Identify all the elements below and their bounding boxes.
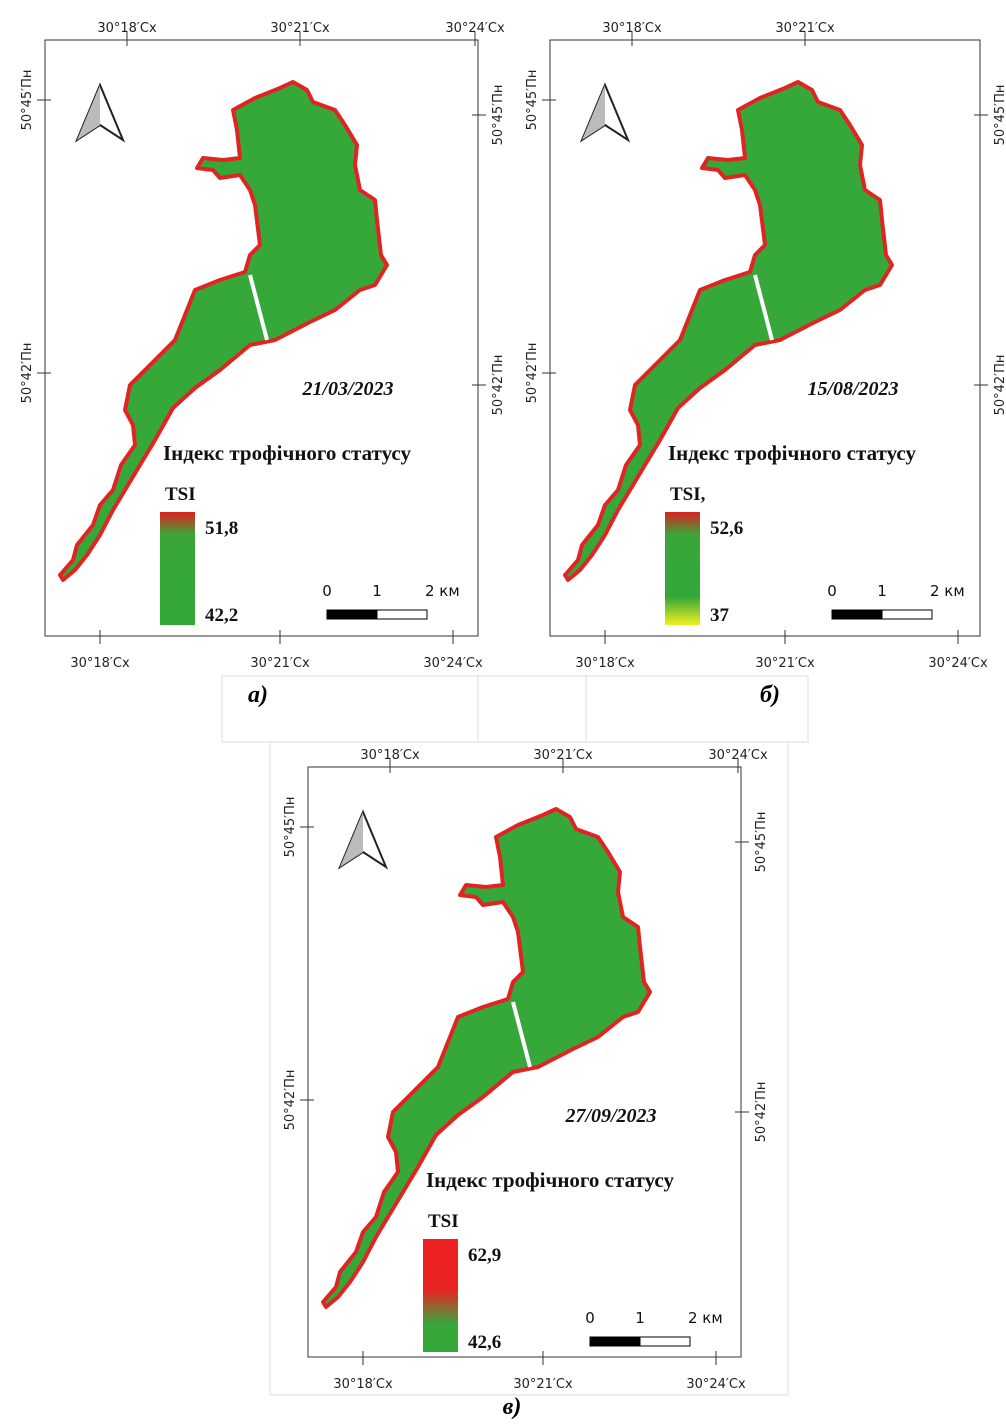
- legend-title: Індекс трофічного статусу: [426, 1168, 674, 1192]
- lat-label: 50°45′Пн: [283, 797, 298, 858]
- legend-max: 51,8: [205, 518, 238, 539]
- date: 15/08/2023: [807, 378, 898, 400]
- scale-bar-white: [640, 1337, 690, 1346]
- scale-bar-black: [327, 610, 377, 619]
- lon-label: 30°24′Сх: [928, 656, 988, 671]
- scale-bar-white: [377, 610, 427, 619]
- caption: а): [248, 682, 268, 708]
- lon-label: 30°18′Сх: [360, 748, 420, 763]
- lat-label: 50°45′Пн: [491, 85, 506, 146]
- lon-label: 30°24′Сх: [445, 21, 505, 36]
- legend-min: 37: [710, 605, 730, 626]
- map-panel: 30°18′Сх 30°21′Сх 30°24′Сх 30°18′Сх 30°21′Сх…: [20, 21, 506, 671]
- lon-label: 30°24′Сх: [423, 656, 483, 671]
- lon-label: 30°21′Сх: [533, 748, 593, 763]
- lon-label: 30°21′Сх: [755, 656, 815, 671]
- legend-ramp: [665, 512, 700, 625]
- date: 21/03/2023: [301, 378, 393, 400]
- lon-label: 30°21′Сх: [270, 21, 330, 36]
- legend-unit: TSI: [428, 1211, 459, 1232]
- legend-unit: TSI: [165, 484, 196, 505]
- lon-label: 30°21′Сх: [250, 656, 310, 671]
- legend-max: 52,6: [710, 518, 743, 539]
- legend-ramp: [160, 512, 195, 625]
- legend-min: 42,6: [468, 1332, 501, 1353]
- legend-ramp: [423, 1239, 458, 1352]
- lat-label: 50°45′Пн: [993, 85, 1006, 146]
- lon-label: 30°21′Сх: [513, 1377, 573, 1392]
- scale-label: 0: [827, 582, 837, 600]
- lon-label: 30°18′Сх: [602, 21, 662, 36]
- panel-border: [478, 676, 808, 742]
- lon-label: 30°18′Сх: [333, 1377, 393, 1392]
- page: 30°18′Сх 30°21′Сх 30°24′Сх 30°18′Сх 30°21′Сх…: [0, 0, 1006, 1426]
- legend-max: 62,9: [468, 1245, 501, 1266]
- caption: в): [503, 1394, 522, 1420]
- lat-label: 50°42′Пн: [525, 343, 540, 404]
- scale-label: 2 км: [930, 582, 965, 600]
- lat-label: 50°42′Пн: [491, 355, 506, 416]
- scale-label: 0: [585, 1309, 595, 1327]
- legend-title: Індекс трофічного статусу: [668, 441, 916, 465]
- scale-label: 1: [877, 582, 887, 600]
- scale-label: 2 км: [688, 1309, 723, 1327]
- lat-label: 50°42′Пн: [754, 1082, 769, 1143]
- scale-label: 1: [635, 1309, 645, 1327]
- lon-label: 30°21′Сх: [775, 21, 835, 36]
- lat-label: 50°45′Пн: [20, 70, 35, 131]
- lat-label: 50°42′Пн: [20, 343, 35, 404]
- map-panel: 30°18′Сх 30°21′Сх 30°18′Сх 30°21′Сх 30°24′Сх…: [525, 21, 1006, 671]
- lat-label: 50°42′Пн: [283, 1070, 298, 1131]
- lon-label: 30°24′Сх: [708, 748, 768, 763]
- scale-bar-black: [832, 610, 882, 619]
- legend-min: 42,2: [205, 605, 238, 626]
- lon-label: 30°18′Сх: [575, 656, 635, 671]
- map-panel: 30°18′Сх 30°21′Сх 30°24′Сх 30°18′Сх 30°21′Сх…: [283, 748, 769, 1392]
- caption: б): [760, 682, 780, 708]
- legend-title: Індекс трофічного статусу: [163, 441, 411, 465]
- lat-label: 50°42′Пн: [993, 355, 1006, 416]
- scale-label: 0: [322, 582, 332, 600]
- scale-bar-white: [882, 610, 932, 619]
- scale-label: 2 км: [425, 582, 460, 600]
- panel-border: [222, 676, 586, 742]
- legend-unit: TSI,: [670, 484, 706, 505]
- figure: 30°18′Сх 30°21′Сх 30°24′Сх 30°18′Сх 30°21′Сх…: [0, 0, 1006, 1426]
- scale-label: 1: [372, 582, 382, 600]
- scale-bar-black: [590, 1337, 640, 1346]
- date: 27/09/2023: [564, 1105, 656, 1127]
- lat-label: 50°45′Пн: [754, 812, 769, 873]
- lon-label: 30°18′Сх: [97, 21, 157, 36]
- lon-label: 30°18′Сх: [70, 656, 130, 671]
- lon-label: 30°24′Сх: [686, 1377, 746, 1392]
- lat-label: 50°45′Пн: [525, 70, 540, 131]
